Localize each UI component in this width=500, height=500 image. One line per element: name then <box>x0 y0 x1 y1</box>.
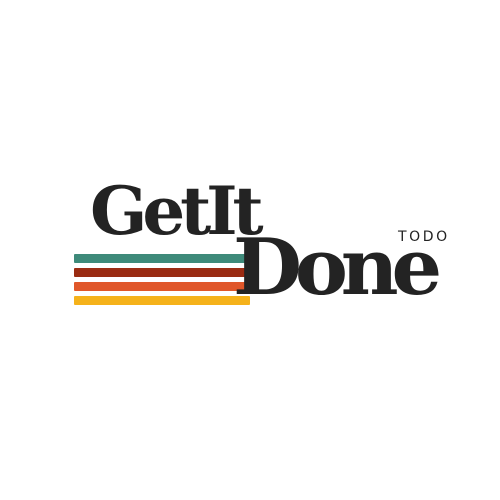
orange-stripe <box>74 282 250 291</box>
brown-stripe <box>74 268 250 277</box>
logo-word-done: Done <box>233 222 442 313</box>
logo-word-getit: GetIt <box>90 172 264 250</box>
teal-stripe <box>74 254 250 263</box>
yellow-stripe <box>74 296 250 305</box>
logo-tagline: TODO <box>398 229 450 245</box>
